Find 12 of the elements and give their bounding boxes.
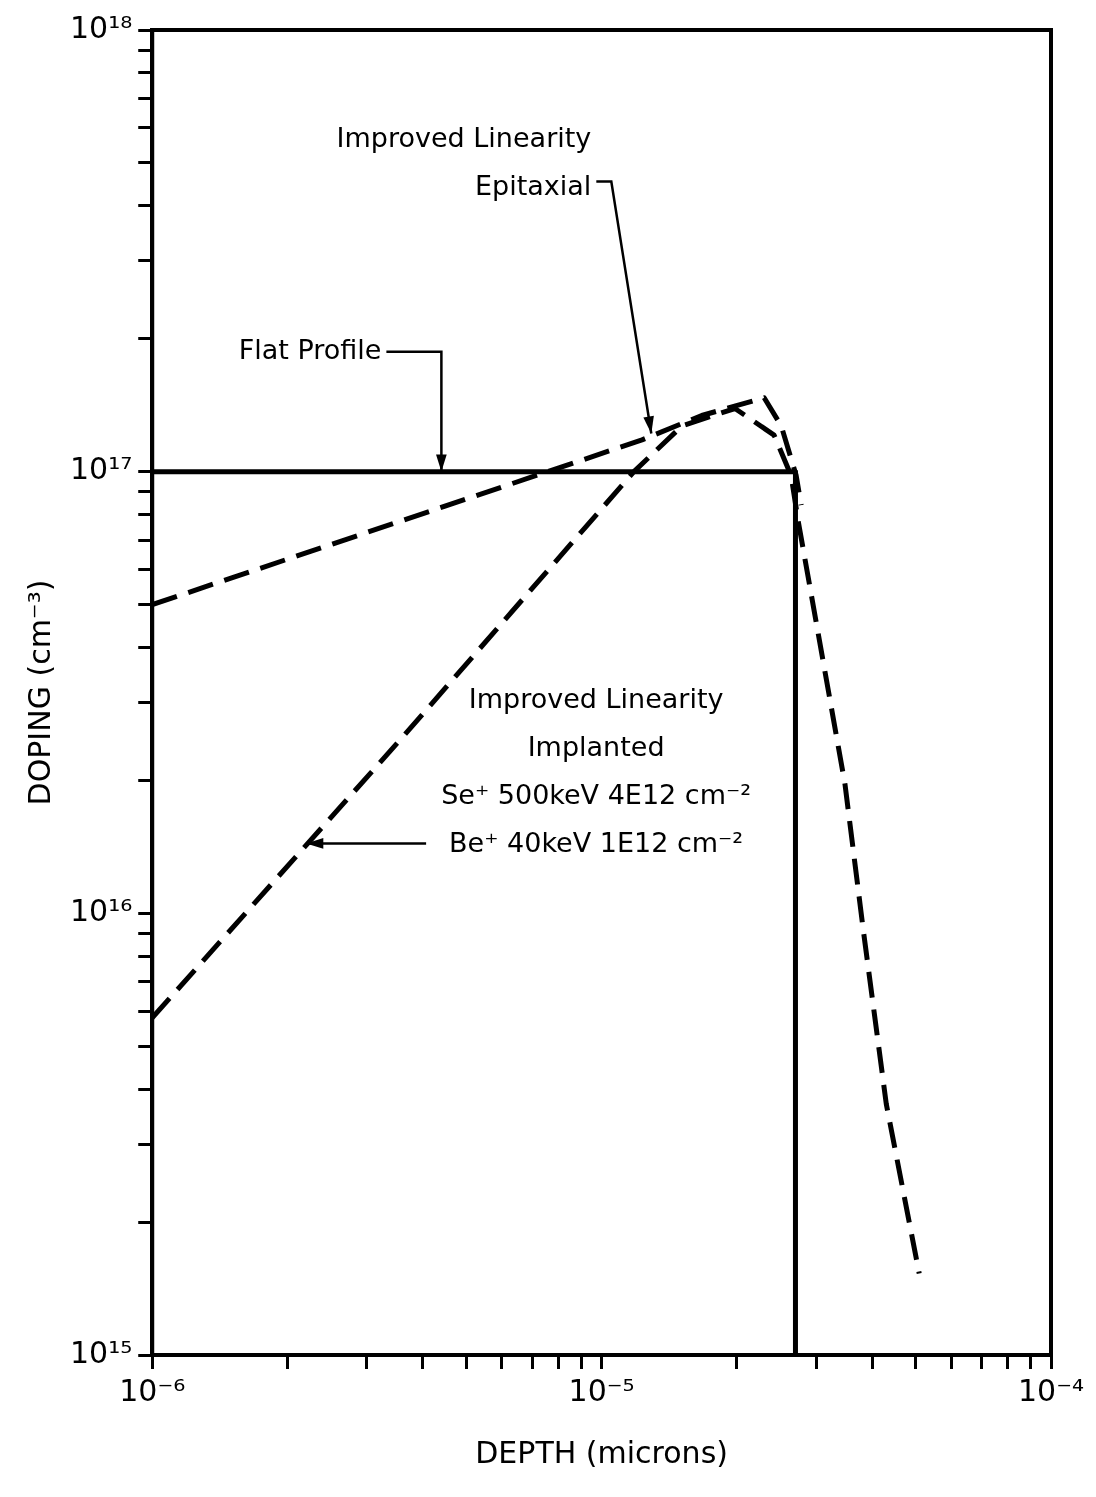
x-axis-title: DEPTH (microns)	[475, 1434, 728, 1470]
annotation: Improved Linearity Implanted Se⁺ 500keV 4E12 cm⁻² Be⁺ 40keV 1E12 cm⁻²	[441, 683, 752, 859]
y-tick-label: 10¹⁶	[69, 893, 133, 929]
annotation: Improved Linearity Epitaxial	[336, 121, 592, 201]
y-axis-title: DOPING (cm⁻³)	[21, 579, 57, 806]
y-tick-label: 10¹⁸	[69, 9, 133, 45]
y-tick-label: 10¹⁷	[69, 451, 133, 487]
y-tick-label: 10¹⁵	[69, 1334, 133, 1370]
x-tick-label: 10⁻⁶	[119, 1372, 186, 1408]
x-tick-label: 10⁻⁵	[568, 1372, 635, 1408]
annotation: Flat Profile	[238, 333, 382, 365]
x-tick-label: 10⁻⁴	[1017, 1372, 1085, 1408]
